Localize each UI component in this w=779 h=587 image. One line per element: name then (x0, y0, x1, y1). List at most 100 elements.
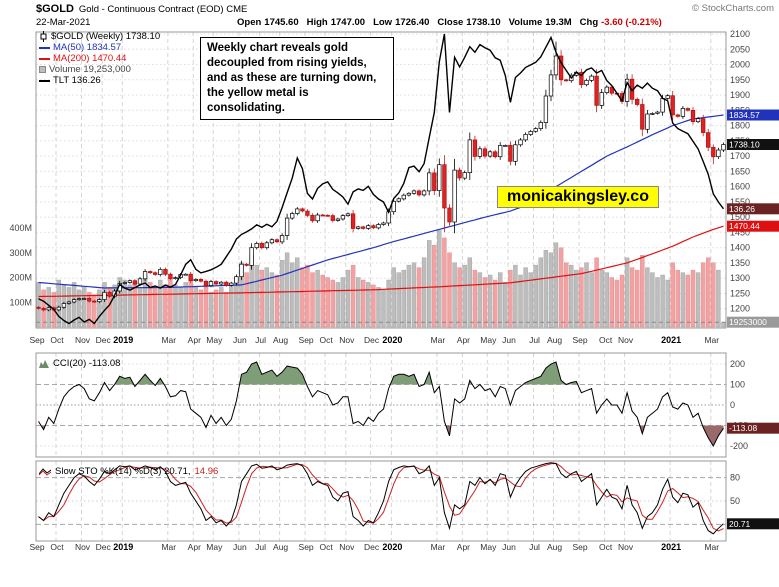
svg-text:2019: 2019 (113, 542, 133, 552)
symbol-description: Gold - Continuous Contract (EOD) CME (78, 4, 248, 15)
svg-text:1950: 1950 (730, 75, 750, 85)
svg-text:Nov: Nov (75, 335, 91, 345)
svg-text:1800: 1800 (730, 121, 750, 131)
svg-text:2100: 2100 (730, 29, 750, 39)
watermark-label: monicakingsley.co (497, 186, 659, 208)
svg-text:1400: 1400 (730, 243, 750, 253)
svg-text:Mar: Mar (161, 335, 176, 345)
svg-text:Dec: Dec (364, 335, 380, 345)
chart-area: 1150120012501300135014001450150015501600… (0, 28, 779, 555)
tlt-line-icon (39, 79, 50, 82)
ma200-legend-label: MA(200) 1470.44 (53, 53, 127, 64)
svg-text:Dec: Dec (96, 335, 112, 345)
svg-text:Jun: Jun (502, 335, 516, 345)
svg-text:1200: 1200 (730, 304, 750, 314)
ma200-legend-row: MA(200) 1470.44 (39, 53, 160, 64)
volume-legend-row: Volume 19,253,000 (39, 64, 160, 75)
svg-text:2050: 2050 (730, 44, 750, 54)
svg-text:Jun: Jun (502, 542, 516, 552)
svg-text:100: 100 (730, 380, 745, 390)
svg-text:19253000: 19253000 (729, 317, 767, 327)
chg-value: -3.60 (-0.21%) (601, 17, 662, 28)
high-label: High (306, 17, 328, 28)
ma50-line-icon (39, 46, 50, 49)
svg-text:1450: 1450 (730, 227, 750, 237)
cci-legend-label: CCI(20) -113.08 (53, 358, 121, 369)
svg-text:1900: 1900 (730, 90, 750, 100)
svg-text:Jun: Jun (233, 542, 247, 552)
open-value: 1745.60 (264, 17, 299, 28)
svg-text:80: 80 (730, 473, 740, 483)
svg-text:300M: 300M (9, 248, 32, 258)
svg-text:1470.44: 1470.44 (729, 221, 760, 231)
svg-text:1350: 1350 (730, 258, 750, 268)
chart-date: 22-Mar-2021 (36, 17, 91, 28)
svg-text:Jul: Jul (255, 542, 266, 552)
svg-text:200: 200 (730, 359, 745, 369)
svg-text:400M: 400M (9, 223, 32, 233)
svg-text:1650: 1650 (730, 166, 750, 176)
cci-legend: CCI(20) -113.08 (39, 358, 120, 369)
svg-text:2021: 2021 (661, 542, 681, 552)
svg-text:1700: 1700 (730, 151, 750, 161)
svg-text:Aug: Aug (547, 335, 562, 345)
sto-lines-icon (39, 467, 51, 476)
sto-chart-svg: 80502020.71SepOctNovDec2019MarAprMayJunJ… (29, 460, 779, 552)
volume-value: 19.3M (545, 17, 572, 28)
tlt-legend-label: TLT 136.26 (53, 75, 101, 86)
svg-text:Oct: Oct (319, 542, 333, 552)
svg-text:Jul: Jul (529, 542, 540, 552)
svg-text:Oct: Oct (599, 335, 613, 345)
svg-text:Sep: Sep (572, 335, 587, 345)
svg-text:Nov: Nov (618, 542, 634, 552)
chart-header: $GOLD Gold - Continuous Contract (EOD) C… (0, 0, 779, 28)
svg-text:1250: 1250 (730, 289, 750, 299)
chg-label: Chg (579, 17, 599, 28)
low-value: 1726.40 (395, 17, 430, 28)
svg-text:50: 50 (730, 496, 740, 506)
high-value: 1747.00 (330, 17, 366, 28)
cci-area-icon (39, 360, 49, 368)
svg-text:2020: 2020 (382, 542, 402, 552)
close-value: 1738.10 (466, 17, 501, 28)
svg-text:Sep: Sep (572, 542, 587, 552)
symbol-legend-row: $GOLD (Weekly) 1738.10 (39, 31, 160, 42)
svg-text:1500: 1500 (730, 212, 750, 222)
svg-text:2020: 2020 (382, 335, 402, 345)
svg-text:Aug: Aug (273, 542, 288, 552)
svg-text:Nov: Nov (339, 542, 355, 552)
svg-text:1300: 1300 (730, 273, 750, 283)
svg-text:May: May (480, 542, 497, 552)
ohlc-quote: Open 1745.60 High 1747.00 Low 1726.40 Close 173… (237, 17, 662, 28)
svg-text:Dec: Dec (364, 542, 380, 552)
open-label: Open (237, 17, 262, 28)
volume-legend-label: Volume 19,253,000 (49, 64, 131, 75)
svg-text:Sep: Sep (29, 335, 44, 345)
svg-text:2019: 2019 (113, 335, 133, 345)
svg-text:Jun: Jun (233, 335, 247, 345)
svg-text:0: 0 (730, 400, 735, 410)
svg-text:-113.08: -113.08 (729, 423, 757, 433)
volume-label: Volume (508, 17, 543, 28)
svg-text:Mar: Mar (431, 335, 446, 345)
svg-text:200M: 200M (9, 273, 32, 283)
quote-row: 22-Mar-2021 Open 1745.60 High 1747.00 Low 172… (36, 17, 779, 30)
svg-text:20.71: 20.71 (729, 519, 751, 529)
svg-text:Oct: Oct (50, 542, 64, 552)
svg-text:Mar: Mar (161, 542, 176, 552)
svg-text:2000: 2000 (730, 60, 750, 70)
svg-text:May: May (480, 335, 497, 345)
svg-text:100M: 100M (9, 297, 32, 307)
svg-text:Apr: Apr (457, 335, 470, 345)
candlestick-icon (40, 31, 47, 42)
svg-text:Mar: Mar (431, 542, 446, 552)
sto-legend: Slow STO %K(14) %D(3) 20.71, 14.96 (39, 466, 218, 477)
svg-text:Aug: Aug (547, 542, 562, 552)
svg-text:Nov: Nov (339, 335, 355, 345)
svg-text:Jul: Jul (529, 335, 540, 345)
svg-text:Nov: Nov (618, 335, 634, 345)
svg-text:2021: 2021 (661, 335, 681, 345)
tlt-legend-row: TLT 136.26 (39, 75, 160, 86)
svg-text:Apr: Apr (188, 542, 201, 552)
